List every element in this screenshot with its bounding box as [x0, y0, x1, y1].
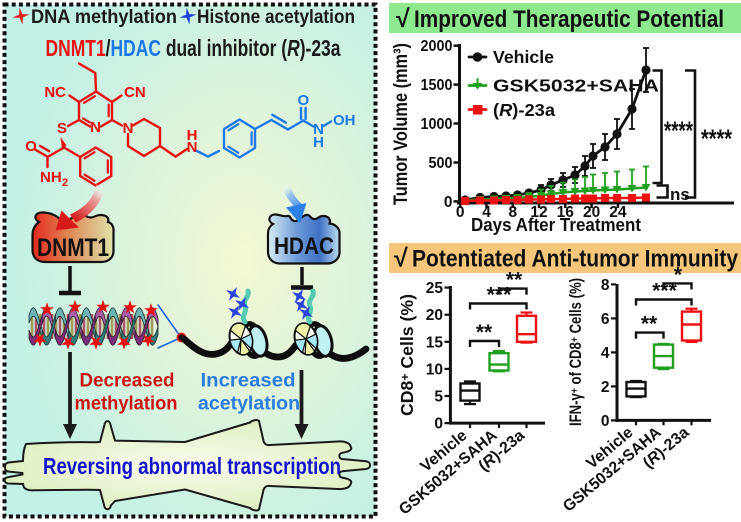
svg-text:Vehicle: Vehicle: [493, 47, 554, 67]
svg-text:8: 8: [601, 277, 610, 294]
svg-text:O: O: [25, 138, 37, 155]
svg-text:HDAC: HDAC: [274, 233, 334, 260]
svg-text:1500: 1500: [421, 77, 453, 94]
svg-text:16: 16: [557, 204, 575, 221]
svg-text:4: 4: [482, 204, 491, 221]
svg-text:1000: 1000: [421, 116, 453, 133]
svg-text:methylation: methylation: [75, 393, 178, 415]
svg-text:2000: 2000: [421, 38, 453, 55]
svg-text:5: 5: [434, 389, 443, 406]
svg-text:4: 4: [601, 345, 610, 362]
svg-text:****: ****: [664, 116, 694, 146]
svg-text:CN: CN: [124, 84, 146, 101]
svg-text:N: N: [313, 121, 324, 138]
svg-text:12: 12: [530, 204, 547, 221]
svg-text:CD8+ Cells (%): CD8+ Cells (%): [397, 294, 417, 416]
svg-text:Reversing abnormal transcripti: Reversing abnormal transcription: [43, 453, 341, 479]
svg-text:0: 0: [444, 194, 453, 211]
svg-text:20: 20: [583, 204, 600, 221]
svg-text:*: *: [674, 263, 683, 286]
svg-text:GSK5032+SAHA: GSK5032+SAHA: [493, 76, 659, 96]
svg-text:DNMT1: DNMT1: [37, 234, 109, 262]
svg-text:√: √: [394, 245, 408, 273]
svg-text:NH: NH: [40, 169, 62, 186]
svg-text:DNMT1/HDAC dual inhibitor (R)-: DNMT1/HDAC dual inhibitor (R)-23a: [46, 35, 342, 61]
svg-text:10: 10: [426, 361, 443, 378]
svg-text:2: 2: [62, 177, 68, 189]
svg-text:Improved Therapeutic Potential: Improved Therapeutic Potential: [414, 6, 724, 33]
svg-text:**: **: [641, 313, 658, 336]
svg-text:Histone acetylation: Histone acetylation: [197, 6, 355, 28]
svg-text:0: 0: [601, 413, 610, 430]
svg-text:N: N: [123, 120, 134, 137]
svg-text:Increased: Increased: [201, 370, 296, 392]
svg-text:8: 8: [508, 204, 517, 221]
svg-text:Days After Treatment: Days After Treatment: [471, 215, 641, 235]
svg-text:ns: ns: [670, 185, 690, 204]
svg-text:500: 500: [429, 155, 453, 172]
svg-text:25: 25: [426, 280, 444, 297]
svg-text:Potentiated Anti-tumor Immunit: Potentiated Anti-tumor Immunity: [412, 246, 739, 273]
svg-text:√: √: [396, 5, 410, 33]
svg-text:15: 15: [426, 334, 444, 351]
svg-text:***: ***: [652, 280, 677, 303]
svg-text:H: H: [313, 134, 324, 151]
svg-text:N: N: [90, 119, 101, 136]
svg-text:**: **: [476, 321, 493, 344]
svg-text:0: 0: [456, 204, 465, 221]
svg-text:**: **: [506, 269, 523, 292]
svg-text:24: 24: [609, 204, 627, 221]
svg-text:H: H: [187, 127, 198, 144]
svg-text:acetylation: acetylation: [198, 393, 300, 415]
svg-text:DNA methylation: DNA methylation: [31, 6, 177, 28]
svg-text:****: ****: [701, 124, 733, 154]
svg-text:Decreased: Decreased: [80, 370, 175, 392]
svg-text:2: 2: [601, 379, 610, 396]
svg-text:(R)-23a: (R)-23a: [493, 100, 555, 120]
svg-text:OH: OH: [333, 112, 356, 129]
svg-text:20: 20: [426, 307, 443, 324]
svg-text:NC: NC: [44, 84, 66, 101]
svg-text:S: S: [57, 120, 67, 137]
svg-text:6: 6: [601, 311, 610, 328]
svg-text:Tumor Volume (mm³): Tumor Volume (mm³): [391, 43, 412, 205]
svg-text:N: N: [187, 139, 198, 156]
svg-text:0: 0: [434, 416, 443, 433]
svg-text:O: O: [297, 92, 309, 109]
svg-text:IFN-γ+ of CD8+ Cells (%): IFN-γ+ of CD8+ Cells (%): [567, 278, 585, 426]
